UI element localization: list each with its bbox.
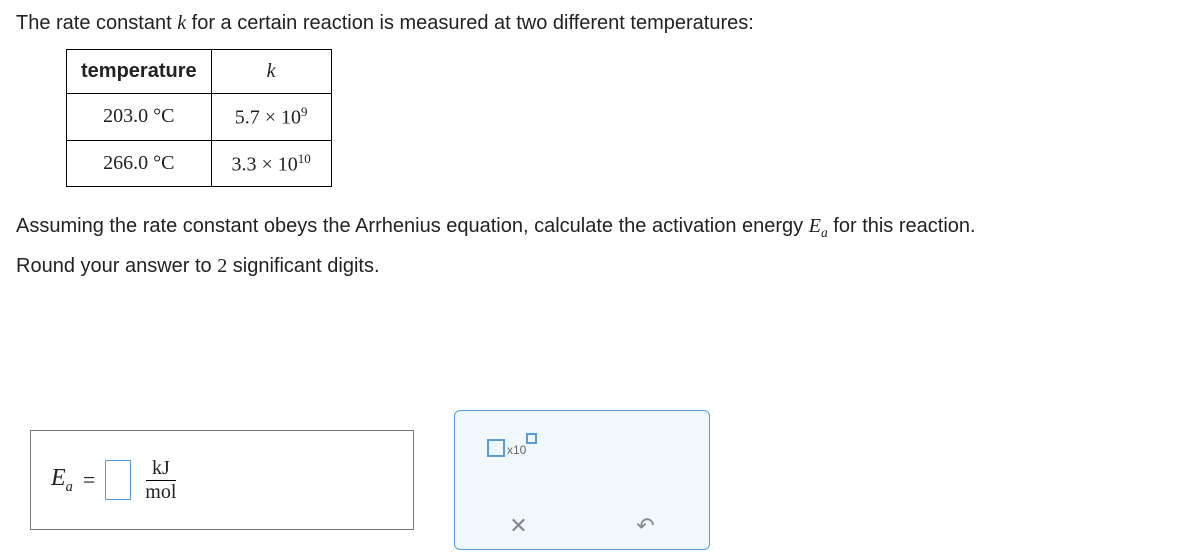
intro-text-after: for a certain reaction is measured at tw… xyxy=(186,12,754,34)
k-symbol: k xyxy=(177,12,186,34)
unit-numerator: kJ xyxy=(146,457,176,481)
answer-box: Ea = kJ mol xyxy=(30,430,414,530)
table-row: 266.0 °C 3.3 × 1010 xyxy=(67,140,332,187)
table-row: 203.0 °C 5.7 × 109 xyxy=(67,94,332,141)
problem-intro: The rate constant k for a certain reacti… xyxy=(16,12,1184,35)
temp-cell: 266.0 °C xyxy=(67,140,212,187)
intro-text-before: The rate constant xyxy=(16,12,177,34)
temp-cell: 203.0 °C xyxy=(67,94,212,141)
equals-sign: = xyxy=(83,467,95,493)
E-symbol: E xyxy=(809,215,821,237)
undo-icon[interactable]: ↶ xyxy=(636,513,654,539)
k-cell: 5.7 × 109 xyxy=(211,94,331,141)
a-subscript: a xyxy=(821,225,828,240)
table-header-row: temperature k xyxy=(67,50,332,94)
tool-panel: x10 ✕ ↶ xyxy=(454,410,710,550)
round-instruction: Round your answer to 2 significant digit… xyxy=(16,255,1184,278)
sci-exp-box-icon xyxy=(526,433,537,444)
answer-input[interactable] xyxy=(105,460,131,500)
clear-icon[interactable]: ✕ xyxy=(509,513,527,539)
Ea-label: Ea xyxy=(51,465,73,496)
middle-text-after: for this reaction. xyxy=(828,215,976,237)
data-table: temperature k 203.0 °C 5.7 × 109 266.0 °… xyxy=(66,49,332,187)
middle-text-before: Assuming the rate constant obeys the Arr… xyxy=(16,215,809,237)
col-header-k: k xyxy=(211,50,331,94)
problem-middle: Assuming the rate constant obeys the Arr… xyxy=(16,215,1184,241)
sci-base-box-icon xyxy=(487,439,505,457)
unit-denominator: mol xyxy=(139,481,182,504)
unit-fraction: kJ mol xyxy=(139,457,182,504)
col-header-temperature: temperature xyxy=(67,50,212,94)
scientific-notation-button[interactable]: x10 xyxy=(487,437,537,458)
x10-label: x10 xyxy=(507,443,526,457)
k-cell: 3.3 × 1010 xyxy=(211,140,331,187)
